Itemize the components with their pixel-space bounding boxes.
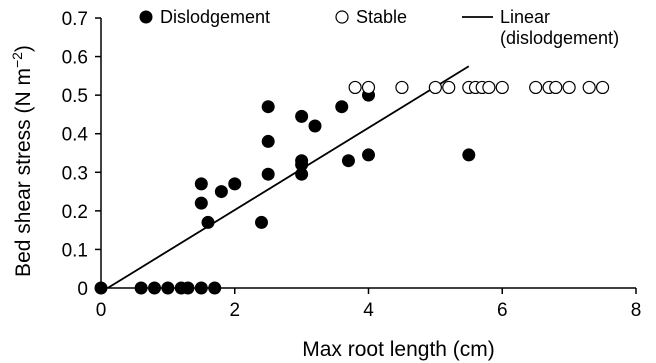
legend-dislodgement-marker — [139, 10, 153, 24]
dislodgement-point — [308, 119, 322, 133]
y-axis-title: Bed shear stress (N m−2) — [9, 45, 35, 277]
y-tick-label: 0.5 — [62, 86, 88, 107]
y-tick-label: 0.7 — [62, 9, 88, 30]
stable-point — [395, 80, 409, 95]
dislodgement-point — [295, 167, 309, 181]
x-tick-label: 6 — [497, 300, 508, 321]
dislodgement-point — [261, 100, 275, 114]
dislodgement-point — [462, 148, 476, 162]
y-tick-label: 0.2 — [62, 202, 88, 223]
x-tick-label: 0 — [96, 300, 107, 321]
stable-point — [582, 80, 596, 95]
dislodgement-point — [261, 167, 275, 181]
dislodgement-point — [341, 154, 355, 168]
y-tick-label: 0.6 — [62, 48, 88, 69]
tick-labels: 0 2 4 6 8 0 0.1 0.2 0.3 0.4 0.5 0.6 0.7 — [62, 9, 642, 321]
dislodgement-point — [214, 185, 228, 199]
dislodgement-point — [161, 281, 175, 295]
dislodgement-point — [208, 281, 222, 295]
legend: Dislodgement Stable Linear (dislodgement… — [139, 7, 619, 48]
stable-point — [442, 80, 456, 95]
stable-point — [348, 80, 362, 95]
stable-point — [595, 80, 610, 95]
dislodgement-point — [94, 281, 108, 295]
dislodgement-point — [194, 281, 208, 295]
stable-point — [549, 80, 563, 95]
dislodgement-point — [228, 177, 242, 191]
stable-point — [482, 80, 496, 95]
x-tick-label: 4 — [363, 300, 374, 321]
stable-point — [495, 80, 509, 95]
stable-point — [562, 80, 576, 95]
dislodgement-point — [335, 100, 349, 114]
dislodgement-point — [134, 281, 148, 295]
legend-stable-marker — [335, 10, 349, 24]
trend-line-group — [107, 65, 470, 289]
dislodgement-point — [181, 281, 195, 295]
dislodgement-point — [148, 281, 161, 295]
x-tick-label: 2 — [229, 300, 240, 321]
stable-point — [361, 80, 376, 95]
y-tick-label: 0.3 — [62, 163, 88, 184]
y-tick-label: 0 — [77, 279, 88, 300]
stable-point — [428, 80, 442, 95]
dislodgement-point — [295, 158, 309, 172]
dislodgement-point — [261, 134, 275, 148]
y-tick-label: 0.4 — [62, 125, 89, 146]
legend-linear-label-line2: (dislodgement) — [500, 28, 619, 48]
dislodgement-point — [295, 109, 309, 123]
legend-stable-label: Stable — [356, 7, 407, 27]
x-tick-label: 8 — [631, 300, 642, 321]
dislodgement-point — [201, 215, 215, 229]
dislodgement-point — [194, 196, 208, 210]
x-axis-title: Max root length (cm) — [302, 338, 495, 361]
y-tick-label: 0.1 — [62, 240, 88, 261]
legend-dislodgement-label: Dislodgement — [160, 7, 270, 27]
dislodgement-point — [362, 148, 375, 162]
dislodgement-point — [194, 177, 208, 191]
linear-trend-line — [107, 65, 470, 289]
stable-point — [529, 80, 543, 95]
ticks — [95, 17, 637, 294]
y-axis-title-main: Bed shear stress (N m — [12, 68, 35, 277]
y-axis-title-end: ) — [12, 45, 35, 52]
y-axis-title-superscript: −2 — [9, 52, 25, 68]
legend-linear-label-line1: Linear — [500, 7, 550, 27]
data-points — [94, 80, 610, 295]
dislodgement-point — [255, 215, 268, 229]
